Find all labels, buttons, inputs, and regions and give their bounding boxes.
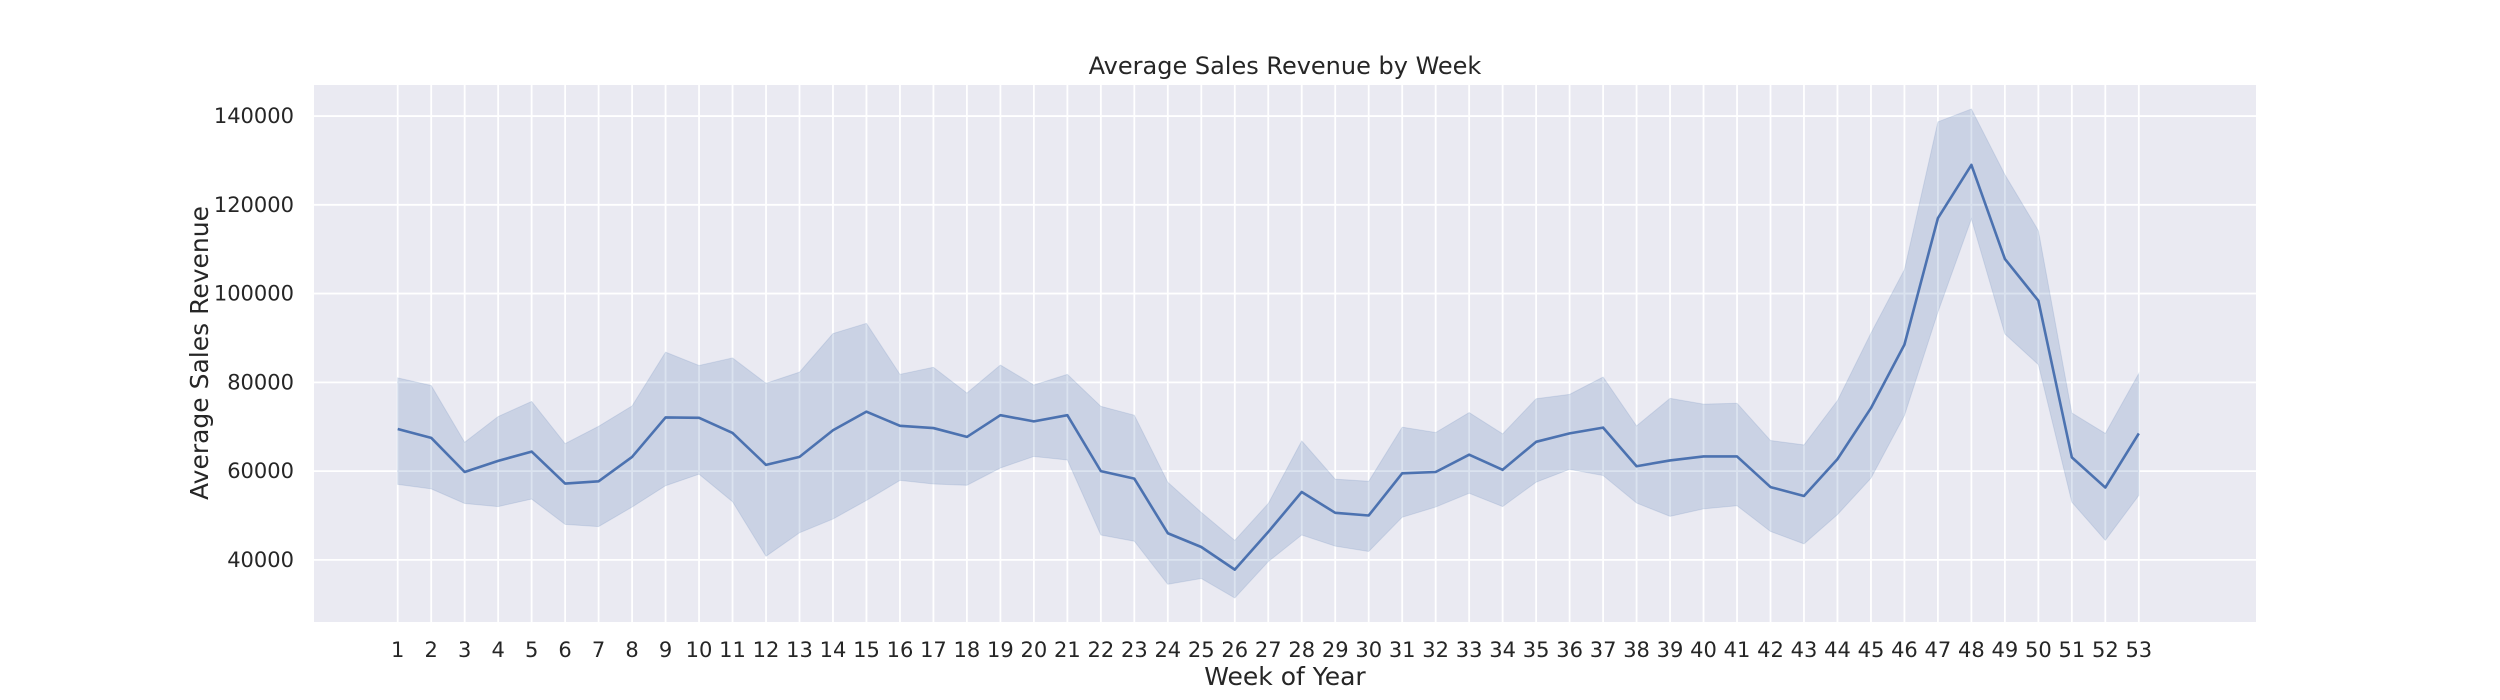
series-line (397, 163, 2140, 571)
x-tick-label: 35 (1523, 638, 1550, 662)
x-gridlines (396, 85, 2140, 622)
x-tick-label: 23 (1121, 638, 1148, 662)
x-tick-label: 32 (1422, 638, 1449, 662)
plot-area (314, 85, 2256, 622)
x-tick-label: 9 (659, 638, 672, 662)
x-tick-label: 51 (2058, 638, 2085, 662)
x-tick-label: 53 (2125, 638, 2152, 662)
x-tick-label: 30 (1355, 638, 1382, 662)
x-tick-label: 3 (458, 638, 471, 662)
x-tick-label: 2 (425, 638, 438, 662)
chart-title: Average Sales Revenue by Week (1089, 52, 1482, 80)
x-tick-label: 6 (558, 638, 571, 662)
x-tick-label: 36 (1556, 638, 1583, 662)
x-tick-label: 49 (1992, 638, 2019, 662)
y-tick-label: 100000 (214, 282, 294, 306)
x-tick-label: 19 (987, 638, 1014, 662)
x-tick-label: 14 (820, 638, 847, 662)
y-tick-label: 40000 (227, 548, 294, 572)
x-tick-label: 41 (1724, 638, 1751, 662)
x-tick-label: 38 (1623, 638, 1650, 662)
x-tick-label: 12 (753, 638, 780, 662)
confidence-band (397, 108, 2140, 599)
y-tick-labels: 40000 60000 80000 100000 120000 140000 (214, 104, 294, 572)
x-tick-label: 47 (1925, 638, 1952, 662)
x-tick-label: 31 (1389, 638, 1416, 662)
x-tick-label: 17 (920, 638, 947, 662)
x-tick-label: 13 (786, 638, 813, 662)
x-tick-label: 50 (2025, 638, 2052, 662)
x-tick-label: 27 (1255, 638, 1282, 662)
y-gridlines (314, 115, 2256, 561)
x-tick-label: 26 (1221, 638, 1248, 662)
x-tick-label: 25 (1188, 638, 1215, 662)
x-tick-label: 52 (2092, 638, 2119, 662)
x-tick-label: 5 (525, 638, 538, 662)
x-tick-label: 16 (887, 638, 914, 662)
x-tick-label: 8 (625, 638, 638, 662)
x-tick-label: 33 (1456, 638, 1483, 662)
x-tick-label: 43 (1791, 638, 1818, 662)
x-tick-label: 7 (592, 638, 605, 662)
x-tick-label: 15 (853, 638, 880, 662)
x-tick-label: 1 (391, 638, 404, 662)
x-tick-label: 21 (1054, 638, 1081, 662)
x-tick-label: 42 (1757, 638, 1784, 662)
x-axis-label: Week of Year (1204, 662, 1366, 691)
y-tick-label: 60000 (227, 459, 294, 483)
x-tick-label: 10 (686, 638, 713, 662)
x-tick-label: 39 (1657, 638, 1684, 662)
y-tick-label: 120000 (214, 193, 294, 217)
x-tick-label: 37 (1590, 638, 1617, 662)
x-tick-label: 28 (1288, 638, 1315, 662)
y-axis-label: Average Sales Revenue (185, 206, 214, 500)
x-tick-label: 44 (1824, 638, 1851, 662)
x-tick-label: 45 (1858, 638, 1885, 662)
x-tick-label: 4 (491, 638, 504, 662)
x-tick-label: 34 (1489, 638, 1516, 662)
y-tick-label: 80000 (227, 370, 294, 394)
x-tick-labels: 1 2 3 4 5 6 7 8 9 10 11 12 13 14 15 16 17 18 19 20 21 22 23 24 2… (391, 638, 2152, 662)
y-tick-label: 140000 (214, 104, 294, 128)
x-tick-label: 20 (1021, 638, 1048, 662)
x-tick-label: 48 (1958, 638, 1985, 662)
x-tick-label: 11 (719, 638, 746, 662)
x-tick-label: 29 (1322, 638, 1349, 662)
x-tick-label: 18 (954, 638, 981, 662)
x-tick-label: 46 (1891, 638, 1918, 662)
x-tick-label: 40 (1690, 638, 1717, 662)
x-tick-label: 24 (1154, 638, 1181, 662)
x-tick-label: 22 (1087, 638, 1114, 662)
